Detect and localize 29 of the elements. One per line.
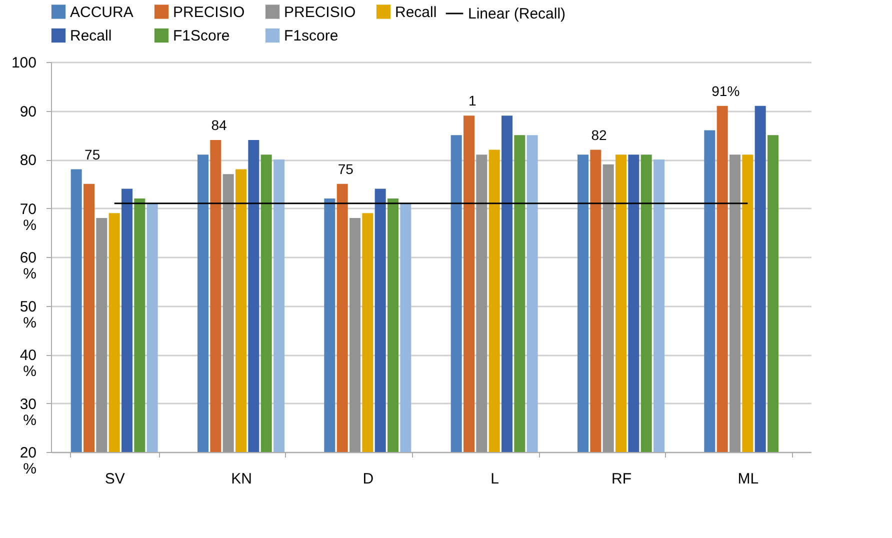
annotation: 75 (84, 146, 100, 162)
legend-label: F1Score (173, 28, 230, 44)
y-tick-label: 100 (11, 54, 36, 72)
x-tick-label: D (362, 470, 374, 488)
annotation: 75 (338, 160, 354, 177)
legend-label: Linear (Recall) (468, 6, 566, 22)
y-tick-label: 30 % (20, 396, 36, 429)
legend-label: Recall (395, 4, 437, 21)
y-tick-label: 50 % (20, 298, 36, 332)
x-tick-label: L (490, 470, 500, 488)
y-tick-label: 80 (20, 152, 36, 169)
y-tick-label: 70 % (20, 200, 36, 234)
annotation: 84 (211, 117, 227, 133)
legend-label: F1score (284, 28, 338, 44)
y-tick-label: 20 % (20, 444, 36, 478)
x-tick-label: KN (231, 470, 252, 488)
annotation: 1 (468, 92, 476, 109)
annotation: 91% (712, 82, 740, 99)
x-tick-label: SV (104, 470, 125, 488)
legend-label: Recall (70, 28, 112, 44)
y-tick-label: 90 (20, 103, 36, 120)
x-tick-label: ML (738, 470, 759, 488)
legend-label: PRECISIO (173, 4, 245, 21)
x-tick-label: RF (612, 470, 632, 488)
legend-label: PRECISIO (284, 4, 356, 21)
y-tick-label: 40 % (20, 347, 36, 380)
legend-label: ACCURA (70, 4, 134, 21)
annotation: 82 (591, 126, 607, 143)
y-tick-label: 60 % (20, 250, 36, 282)
